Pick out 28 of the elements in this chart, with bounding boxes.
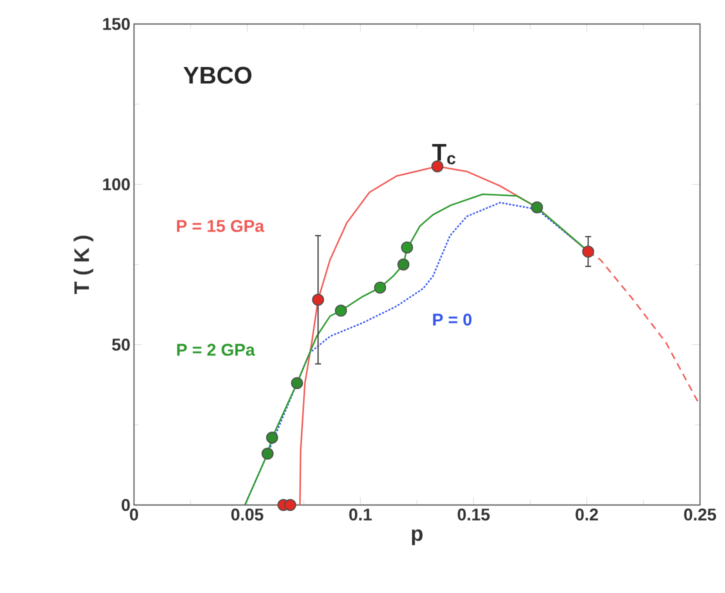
x-tick-label: 0.25 (684, 508, 716, 521)
x-tick-label: 0.05 (231, 508, 264, 521)
x-tick-label: 0.2 (576, 508, 598, 521)
point (582, 246, 594, 258)
y-tick-label: 0 (122, 498, 130, 512)
point (312, 294, 324, 306)
series-label: P = 0 (433, 314, 472, 326)
y-tick-label: 100 (103, 178, 130, 190)
x-tick-label: 0.1 (349, 508, 372, 521)
point (266, 432, 278, 444)
point (397, 258, 410, 270)
y-tick-label: 150 (103, 18, 130, 30)
x-tick-label: 0 (130, 508, 138, 521)
text: P = 15 GPa (177, 220, 264, 232)
annotation: YBCO (184, 66, 252, 84)
y-tick-label: 50 (112, 338, 130, 351)
point (530, 201, 543, 214)
point (284, 498, 296, 511)
point (374, 282, 386, 294)
y-axis-title: T ( K ) (74, 236, 94, 294)
annotation: T$_{c}$ (432, 144, 456, 164)
x-tick-label: 0.15 (458, 508, 490, 521)
point (262, 448, 274, 460)
point (334, 304, 347, 317)
point (291, 377, 304, 390)
x-axis-title: p (412, 529, 423, 546)
text: P = 2 GPa (177, 344, 256, 356)
point (401, 241, 414, 254)
